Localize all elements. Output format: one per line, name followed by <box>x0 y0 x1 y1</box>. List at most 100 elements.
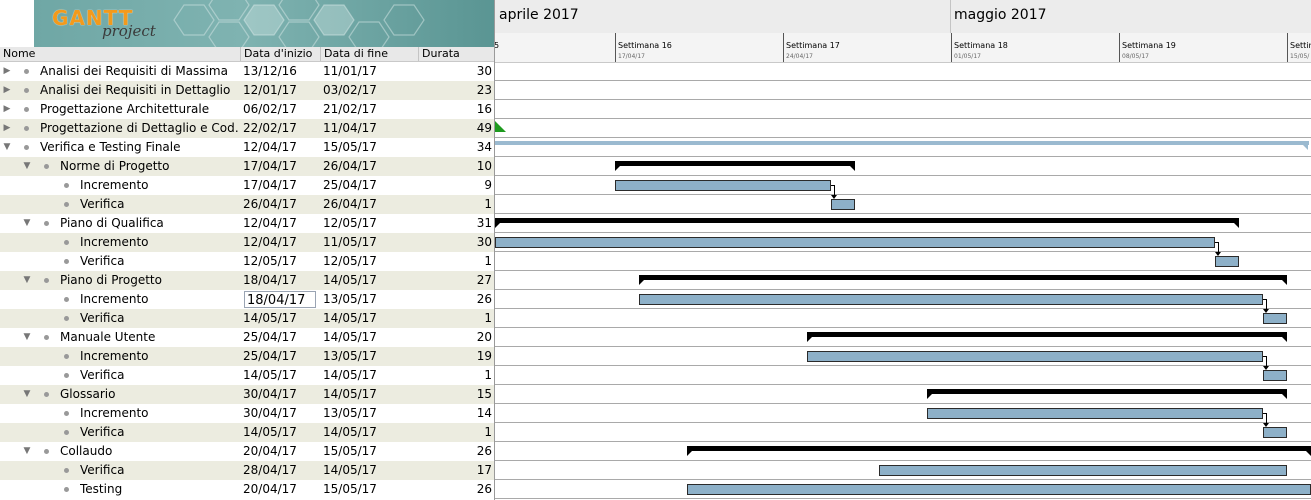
column-duration-header[interactable]: Durata <box>422 47 460 60</box>
task-row[interactable]: Incremento 25/04/17 13/05/17 19 <box>0 347 494 366</box>
task-name[interactable]: Verifica e Testing Finale <box>40 140 181 154</box>
task-bar[interactable] <box>615 180 831 191</box>
task-end-date[interactable]: 13/05/17 <box>323 292 377 306</box>
task-name[interactable]: Verifica <box>80 368 125 382</box>
task-row[interactable]: ▼ Norme di Progetto 17/04/17 26/04/17 10 <box>0 157 494 176</box>
task-end-date[interactable]: 11/04/17 <box>323 121 377 135</box>
dependency-arrow[interactable] <box>831 185 835 197</box>
expand-triangle-icon[interactable]: ▶ <box>3 123 11 133</box>
task-end-date[interactable]: 14/05/17 <box>323 311 377 325</box>
summary-bar[interactable] <box>807 332 1287 342</box>
task-bar[interactable] <box>831 199 855 210</box>
task-name[interactable]: Testing <box>80 482 123 496</box>
task-name[interactable]: Manuale Utente <box>60 330 156 344</box>
task-row[interactable]: ▼ Glossario 30/04/17 14/05/17 15 <box>0 385 494 404</box>
task-duration[interactable]: 34 <box>476 140 492 154</box>
task-start-date[interactable]: 17/04/17 <box>243 159 297 173</box>
task-row[interactable]: Verifica 14/05/17 14/05/17 1 <box>0 366 494 385</box>
task-continues-marker[interactable] <box>495 121 506 132</box>
task-row[interactable]: Incremento 17/04/17 25/04/17 9 <box>0 176 494 195</box>
task-row[interactable]: ▶ Progettazione di Dettaglio e Cod… 22/02/… <box>0 119 494 138</box>
collapse-triangle-icon[interactable]: ▼ <box>23 446 31 456</box>
task-name[interactable]: Incremento <box>80 178 149 192</box>
task-start-date[interactable]: 12/04/17 <box>243 140 297 154</box>
task-duration[interactable]: 16 <box>476 102 492 116</box>
task-name[interactable]: Analisi dei Requisiti in Dettaglio <box>40 83 231 97</box>
task-start-date[interactable]: 25/04/17 <box>243 330 297 344</box>
task-duration[interactable]: 1 <box>484 311 492 325</box>
task-duration[interactable]: 15 <box>476 387 492 401</box>
task-bar[interactable] <box>807 351 1263 362</box>
task-end-date[interactable]: 14/05/17 <box>323 330 377 344</box>
task-duration[interactable]: 9 <box>484 178 492 192</box>
task-name[interactable]: Progettazione Architetturale <box>40 102 210 116</box>
task-end-date[interactable]: 14/05/17 <box>323 425 377 439</box>
task-duration[interactable]: 23 <box>476 83 492 97</box>
task-start-date[interactable]: 20/04/17 <box>243 482 297 496</box>
task-start-date[interactable]: 13/12/16 <box>243 64 297 78</box>
task-end-date[interactable]: 13/05/17 <box>323 349 377 363</box>
task-name[interactable]: Progettazione di Dettaglio e Cod… <box>40 121 238 135</box>
task-duration[interactable]: 49 <box>476 121 492 135</box>
task-row[interactable]: Incremento 12/04/17 11/05/17 30 <box>0 233 494 252</box>
task-end-date[interactable]: 13/05/17 <box>323 406 377 420</box>
task-name[interactable]: Norme di Progetto <box>60 159 170 173</box>
task-end-date[interactable]: 21/02/17 <box>323 102 377 116</box>
task-end-date[interactable]: 14/05/17 <box>323 463 377 477</box>
collapse-triangle-icon[interactable]: ▼ <box>23 389 31 399</box>
task-start-date[interactable]: 30/04/17 <box>243 387 297 401</box>
task-end-date[interactable]: 25/04/17 <box>323 178 377 192</box>
task-bar[interactable] <box>879 465 1287 476</box>
task-name[interactable]: Verifica <box>80 197 125 211</box>
task-row[interactable]: Verifica 28/04/17 14/05/17 17 <box>0 461 494 480</box>
task-duration[interactable]: 1 <box>484 197 492 211</box>
task-row[interactable]: ▼ Manuale Utente 25/04/17 14/05/17 20 <box>0 328 494 347</box>
task-bar[interactable] <box>639 294 1263 305</box>
task-start-date[interactable]: 28/04/17 <box>243 463 297 477</box>
task-start-date[interactable]: 14/05/17 <box>243 425 297 439</box>
summary-bar[interactable] <box>927 389 1287 399</box>
task-row[interactable]: Testing 20/04/17 15/05/17 26 <box>0 480 494 499</box>
dependency-arrow[interactable] <box>1263 299 1267 311</box>
task-row[interactable]: ▶ Progettazione Architetturale 06/02/17 21/… <box>0 100 494 119</box>
summary-bar[interactable] <box>687 446 1311 456</box>
task-duration[interactable]: 26 <box>476 292 492 306</box>
dependency-arrow[interactable] <box>1215 242 1219 254</box>
task-row[interactable]: ▼ Piano di Progetto 18/04/17 14/05/17 27 <box>0 271 494 290</box>
task-bar[interactable] <box>1263 427 1287 438</box>
task-name[interactable]: Incremento <box>80 349 149 363</box>
task-name[interactable]: Glossario <box>60 387 116 401</box>
task-duration[interactable]: 30 <box>476 64 492 78</box>
column-name-header[interactable]: Nome <box>3 47 36 60</box>
task-start-date[interactable]: 12/01/17 <box>243 83 297 97</box>
task-end-date[interactable]: 26/04/17 <box>323 197 377 211</box>
column-end-header[interactable]: Data di fine <box>324 47 388 60</box>
collapse-triangle-icon[interactable]: ▼ <box>23 218 31 228</box>
task-end-date[interactable]: 03/02/17 <box>323 83 377 97</box>
task-name[interactable]: Incremento <box>80 406 149 420</box>
task-start-date[interactable]: 06/02/17 <box>243 102 297 116</box>
task-row[interactable]: ▶ Analisi dei Requisiti in Dettaglio 12/01… <box>0 81 494 100</box>
task-row[interactable]: ▼ Piano di Qualifica 12/04/17 12/05/17 31 <box>0 214 494 233</box>
task-end-date[interactable]: 11/01/17 <box>323 64 377 78</box>
task-duration[interactable]: 20 <box>476 330 492 344</box>
task-name[interactable]: Verifica <box>80 311 125 325</box>
task-bar[interactable] <box>495 237 1215 248</box>
task-duration[interactable]: 26 <box>476 482 492 496</box>
task-start-date[interactable]: 18/04/17 <box>243 273 297 287</box>
task-duration[interactable]: 26 <box>476 444 492 458</box>
task-name[interactable]: Verifica <box>80 254 125 268</box>
task-start-date[interactable]: 12/04/17 <box>243 235 297 249</box>
task-bar[interactable] <box>1263 313 1287 324</box>
expand-triangle-icon[interactable]: ▶ <box>3 85 11 95</box>
start-date-edit-field[interactable]: 18/04/17 <box>244 291 316 308</box>
task-row[interactable]: Verifica 26/04/17 26/04/17 1 <box>0 195 494 214</box>
task-start-date[interactable]: 12/04/17 <box>243 216 297 230</box>
task-row[interactable]: ▼ Collaudo 20/04/17 15/05/17 26 <box>0 442 494 461</box>
task-bar[interactable] <box>687 484 1311 495</box>
task-end-date[interactable]: 14/05/17 <box>323 273 377 287</box>
task-duration[interactable]: 17 <box>476 463 492 477</box>
task-row[interactable]: Incremento 30/04/17 13/05/17 14 <box>0 404 494 423</box>
expand-triangle-icon[interactable]: ▶ <box>3 66 11 76</box>
task-duration[interactable]: 1 <box>484 368 492 382</box>
